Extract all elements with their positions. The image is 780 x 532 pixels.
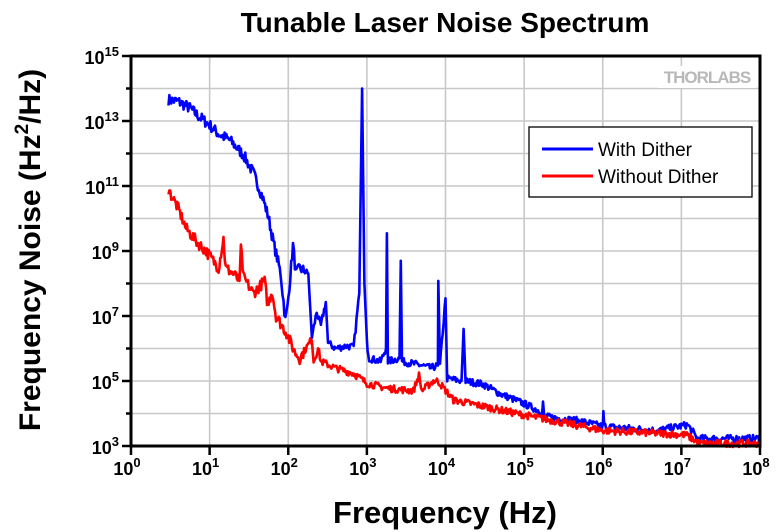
y-tick-label: 105 xyxy=(92,369,119,393)
x-tick-label: 108 xyxy=(742,455,769,479)
x-axis-label: Frequency (Hz) xyxy=(333,495,557,530)
x-tick-label: 107 xyxy=(664,455,691,479)
legend-label-with-dither: With Dither xyxy=(598,140,693,161)
y-tick-label: 1011 xyxy=(85,174,119,198)
logo-text: THORLABS xyxy=(664,68,751,87)
y-axis-label: Frequency Noise (Hz2/Hz) xyxy=(12,69,47,431)
y-tick-label: 107 xyxy=(92,304,119,328)
y-tick-label: 1013 xyxy=(85,109,120,133)
grid xyxy=(131,56,760,446)
x-tick-label: 100 xyxy=(113,455,140,479)
thorlabs-logo: THORLABS xyxy=(658,66,756,88)
legend-box xyxy=(528,126,753,198)
y-tick-label: 1015 xyxy=(85,44,120,68)
series-line-with-dither xyxy=(167,87,762,444)
x-tick-label: 103 xyxy=(349,455,376,479)
x-tick-label: 104 xyxy=(428,455,456,479)
legend: With Dither Without Dither xyxy=(528,126,753,198)
x-tick-label: 105 xyxy=(506,455,533,479)
chart-title: Tunable Laser Noise Spectrum xyxy=(241,7,650,38)
x-tick-label: 106 xyxy=(585,455,612,479)
axes: 100 101 102 103 104 105 106 107 108 103 105 107 109 1… xyxy=(85,44,770,479)
series-lines xyxy=(167,87,762,449)
y-tick-label: 103 xyxy=(92,434,119,458)
series-line-without-dither xyxy=(167,189,762,449)
x-tick-label: 101 xyxy=(192,455,219,479)
x-tick-label: 102 xyxy=(271,455,298,479)
legend-label-without-dither: Without Dither xyxy=(598,167,719,188)
y-tick-label: 109 xyxy=(92,239,119,263)
